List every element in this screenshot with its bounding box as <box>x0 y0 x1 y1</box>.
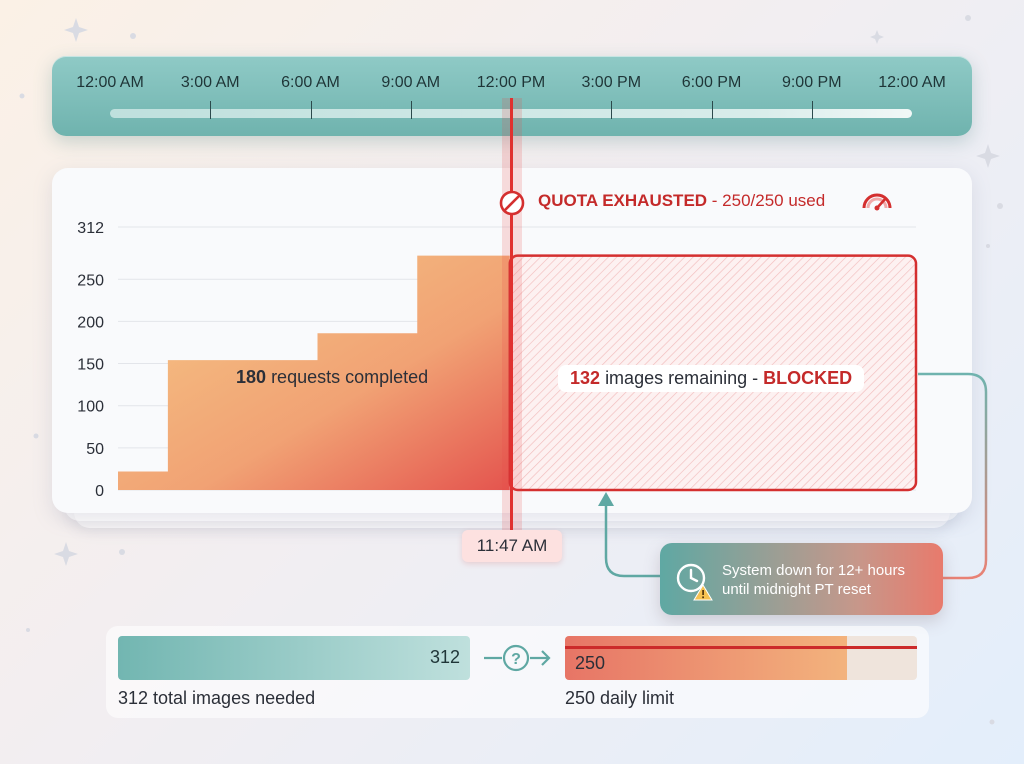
timeline-label: 12:00 AM <box>76 74 144 91</box>
timeline-label: 9:00 PM <box>781 74 842 91</box>
completed-count: 180 <box>236 367 267 387</box>
current-time-line <box>502 98 522 530</box>
total-needed-value: 312 <box>429 647 460 667</box>
prohibited-icon <box>499 190 525 216</box>
completed-requests-label: 180 requests completed <box>236 367 428 388</box>
question-arrow-icon: ? <box>484 644 551 672</box>
y-tick-label: 50 <box>86 441 104 458</box>
y-tick-label: 150 <box>77 357 104 374</box>
timeline-tick <box>711 101 713 119</box>
callout-line-1: System down for 12+ hours <box>722 562 906 579</box>
remaining-text: images remaining - <box>605 368 764 388</box>
y-tick-label: 200 <box>77 314 104 331</box>
callout-line-2: until midnight PT reset <box>722 581 871 598</box>
svg-text:?: ? <box>511 651 521 668</box>
timeline-label: 3:00 AM <box>180 74 240 91</box>
remaining-count: 132 <box>570 368 601 388</box>
quota-exhausted-banner: QUOTA EXHAUSTED - 250/250 used <box>538 191 825 211</box>
timeline-tick <box>210 101 212 119</box>
system-down-callout: System down for 12+ hours until midnight… <box>660 543 943 615</box>
quota-detail: - 250/250 used <box>707 191 826 210</box>
callout-connector <box>598 372 988 580</box>
total-needed-caption: 312 total images needed <box>118 688 316 708</box>
timeline-label: 6:00 PM <box>681 74 742 91</box>
daily-limit-line <box>565 646 917 649</box>
speedometer-icon <box>862 193 892 211</box>
y-tick-label: 100 <box>77 399 104 416</box>
timeline-label: 3:00 PM <box>581 74 642 91</box>
timeline-tick <box>310 101 312 119</box>
timeline-tick <box>611 101 613 119</box>
timeline-tick <box>811 101 813 119</box>
remaining-images-label: 132 images remaining - BLOCKED <box>558 365 865 392</box>
timeline-label: 12:00 AM <box>878 74 946 91</box>
y-tick-label: 0 <box>95 483 104 500</box>
quota-title: QUOTA EXHAUSTED <box>538 191 708 210</box>
completed-requests-area <box>118 255 510 490</box>
timeline-label: 9:00 AM <box>381 74 441 91</box>
timeline-label: 6:00 AM <box>281 74 340 91</box>
timeline-tick <box>410 101 412 119</box>
timeline-label: 12:00 PM <box>476 74 546 91</box>
daily-limit-fill <box>565 636 847 680</box>
daily-limit-value: 250 <box>575 653 606 673</box>
completed-text: requests completed <box>271 367 429 387</box>
daily-limit-bar: 250 <box>565 636 917 680</box>
total-needed-bar: 312 <box>118 636 470 680</box>
current-time-badge: 11:47 AM <box>462 530 562 562</box>
blocked-word: BLOCKED <box>763 368 853 388</box>
y-tick-label: 312 <box>77 220 104 237</box>
daily-limit-caption: 250 daily limit <box>565 688 675 708</box>
clock-warning-icon <box>676 563 713 601</box>
y-tick-label: 250 <box>77 272 104 289</box>
